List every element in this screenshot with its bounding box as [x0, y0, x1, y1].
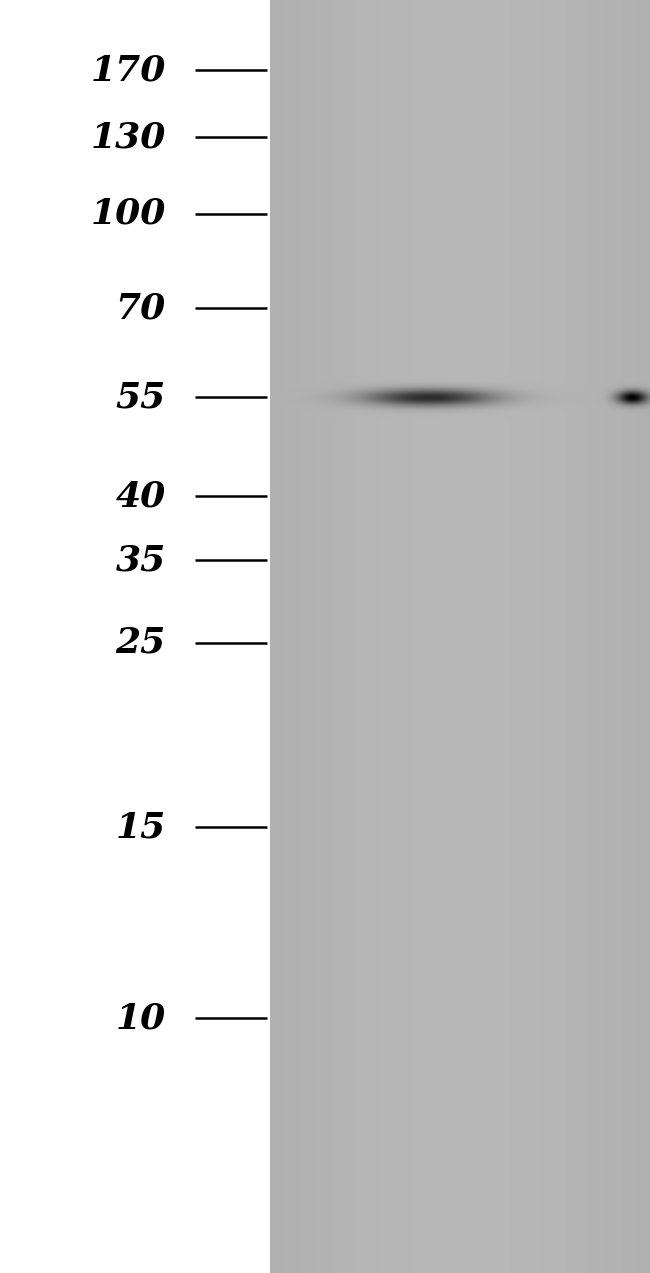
- Text: 40: 40: [116, 480, 166, 513]
- Text: 130: 130: [90, 121, 166, 154]
- Text: 55: 55: [116, 381, 166, 414]
- Text: 100: 100: [90, 197, 166, 230]
- Bar: [0, 0, 270, 1273]
- Text: 35: 35: [116, 544, 166, 577]
- Text: 15: 15: [116, 811, 166, 844]
- Text: 25: 25: [116, 626, 166, 659]
- Text: 10: 10: [116, 1002, 166, 1035]
- Text: 70: 70: [116, 292, 166, 325]
- Text: 170: 170: [90, 53, 166, 87]
